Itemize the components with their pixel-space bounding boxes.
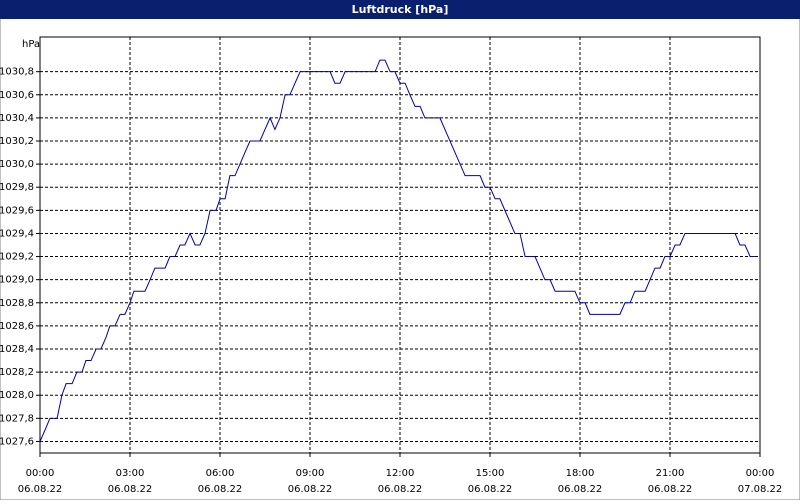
y-tick-label: 1029,8 <box>0 182 34 193</box>
y-tick-label: 1030,2 <box>0 136 34 147</box>
y-tick-label: 1030,4 <box>0 113 34 124</box>
x-tick-date: 06.08.22 <box>108 484 153 495</box>
y-tick-label: 1030,6 <box>0 90 34 101</box>
y-tick-label: 1030,0 <box>0 159 34 170</box>
x-tick-label: 03:00 <box>116 468 145 479</box>
x-tick-date: 06.08.22 <box>468 484 513 495</box>
x-tick-date: 06.08.22 <box>558 484 603 495</box>
y-tick-label: 1027,6 <box>0 436 34 447</box>
y-tick-label: 1028,0 <box>0 390 34 401</box>
y-tick-label: 1029,6 <box>0 205 34 216</box>
title-bar <box>0 0 800 19</box>
y-tick-label: 1028,2 <box>0 367 34 378</box>
y-tick-label: 1029,2 <box>0 252 34 263</box>
x-tick-label: 12:00 <box>386 468 415 479</box>
x-tick-label: 00:00 <box>746 468 775 479</box>
x-tick-label: 18:00 <box>566 468 595 479</box>
x-tick-label: 06:00 <box>206 468 235 479</box>
y-tick-label: 1028,6 <box>0 321 34 332</box>
x-tick-label: 15:00 <box>476 468 505 479</box>
x-tick-date: 06.08.22 <box>378 484 423 495</box>
window-title: Luftdruck [hPa] <box>352 3 449 16</box>
y-tick-label: 1028,8 <box>0 298 34 309</box>
x-tick-date: 06.08.22 <box>288 484 333 495</box>
y-axis-label: hPa <box>22 39 40 50</box>
x-tick-date: 06.08.22 <box>198 484 243 495</box>
x-tick-label: 00:00 <box>26 468 55 479</box>
x-tick-date: 06.08.22 <box>18 484 63 495</box>
x-tick-date: 07.08.22 <box>738 484 783 495</box>
x-tick-date: 06.08.22 <box>648 484 693 495</box>
y-tick-label: 1029,0 <box>0 275 34 286</box>
y-tick-label: 1028,4 <box>0 344 34 355</box>
y-tick-label: 1029,4 <box>0 228 34 239</box>
y-tick-label: 1030,8 <box>0 67 34 78</box>
y-tick-label: 1027,8 <box>0 413 34 424</box>
x-tick-label: 09:00 <box>296 468 325 479</box>
data-line <box>39 59 755 442</box>
x-tick-label: 21:00 <box>656 468 685 479</box>
